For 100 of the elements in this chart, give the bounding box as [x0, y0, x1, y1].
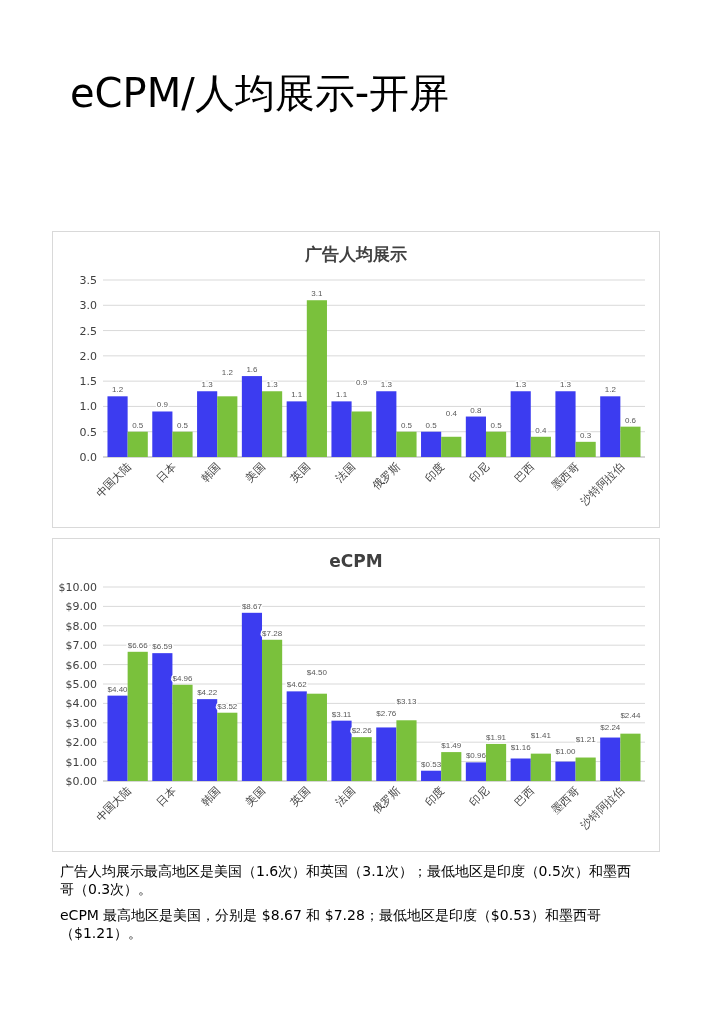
bar — [465, 762, 486, 781]
y-tick-label: 3.0 — [79, 299, 97, 313]
bar — [107, 396, 128, 457]
y-tick-label: $5.00 — [65, 678, 97, 691]
x-tick-label: 日本 — [153, 783, 179, 809]
x-tick-label: 印尼 — [467, 459, 493, 485]
data-label: 1.3 — [559, 380, 572, 390]
data-label: $2.76 — [376, 709, 397, 719]
data-label: 1.1 — [335, 390, 348, 400]
data-label: 0.9 — [156, 400, 169, 410]
y-tick-label: 0.0 — [79, 451, 97, 464]
bar — [555, 761, 576, 781]
x-tick-label: 韩国 — [198, 783, 224, 809]
bar — [127, 651, 148, 781]
data-label: 1.3 — [266, 380, 279, 390]
data-label: 0.4 — [535, 425, 547, 435]
data-label: 1.2 — [112, 385, 124, 395]
bar — [600, 396, 621, 457]
x-tick-label: 印度 — [422, 783, 448, 809]
data-label: 1.2 — [604, 385, 617, 395]
text: 广告人均展示最高地区是美国（1.6次）和英国（3.1次）；最低地区是印度（0.5次）和墨西哥（0.3次）。 — [60, 862, 632, 898]
bar — [107, 695, 128, 781]
bar — [217, 712, 238, 781]
x-tick-label: 韩国 — [198, 459, 224, 485]
data-label: $4.62 — [286, 680, 308, 690]
y-tick-label: $4.00 — [65, 697, 97, 711]
y-tick-label: $3.00 — [65, 716, 97, 730]
data-label: 1.2 — [221, 368, 234, 378]
bar — [396, 720, 417, 781]
bar — [600, 737, 621, 781]
bar — [351, 411, 372, 457]
data-label: 0.5 — [490, 420, 503, 430]
bar — [530, 436, 551, 457]
data-label: $7.28 — [262, 628, 283, 638]
x-tick-label: 英国 — [288, 459, 313, 485]
bar — [262, 639, 283, 781]
bar — [376, 391, 397, 457]
bar — [421, 431, 442, 457]
chart-title: 广告人均展示 — [304, 244, 407, 264]
data-label: $3.11 — [331, 709, 352, 719]
bar — [286, 401, 307, 457]
y-tick-label: $1.00 — [65, 755, 97, 769]
x-tick-label: 美国 — [243, 459, 269, 485]
x-tick-label: 巴西 — [512, 783, 537, 809]
x-tick-label: 印尼 — [467, 783, 493, 809]
bar — [465, 416, 486, 457]
data-label: $4.40 — [107, 684, 129, 694]
data-label: 0.5 — [176, 420, 189, 430]
data-label: $6.59 — [152, 642, 173, 652]
y-tick-label: 1.5 — [79, 375, 97, 389]
chart-title: eCPM — [329, 551, 383, 571]
bar — [485, 743, 507, 781]
x-tick-label: 俄罗斯 — [369, 783, 403, 817]
data-label: $4.50 — [306, 668, 328, 678]
bar — [441, 752, 462, 781]
bar — [172, 684, 193, 781]
y-tick-label: 1.0 — [79, 400, 97, 414]
data-label: $0.96 — [465, 751, 487, 761]
data-label: $4.22 — [197, 688, 218, 698]
bar — [286, 691, 307, 781]
x-tick-label: 法国 — [332, 783, 358, 809]
data-label: $3.13 — [396, 697, 418, 707]
data-label: $1.16 — [510, 742, 532, 752]
x-tick-label: 俄罗斯 — [369, 459, 403, 493]
y-tick-label: 0.5 — [79, 425, 97, 439]
y-tick-label: $7.00 — [65, 639, 97, 653]
bar — [197, 699, 218, 781]
data-label: $3.52 — [217, 701, 238, 711]
bar — [530, 753, 551, 781]
data-label: $1.21 — [575, 734, 597, 744]
data-label: $4.96 — [172, 673, 194, 683]
bar — [331, 720, 352, 781]
data-label: 1.6 — [246, 365, 259, 375]
data-label: $6.66 — [127, 640, 149, 650]
bar — [396, 431, 417, 457]
data-label: $2.24 — [600, 722, 621, 732]
data-label: 0.6 — [624, 415, 637, 425]
y-tick-label: $0.00 — [65, 775, 97, 788]
y-tick-label: 3.5 — [79, 274, 97, 287]
data-label: $2.26 — [351, 726, 373, 736]
bar — [306, 693, 327, 781]
y-tick-label: $2.00 — [65, 736, 97, 750]
bar — [241, 612, 263, 781]
bar — [152, 411, 173, 457]
data-label: 0.5 — [132, 420, 144, 430]
data-label: $1.49 — [441, 741, 462, 751]
data-label: 0.3 — [580, 430, 592, 440]
bar — [575, 441, 596, 457]
text: eCPM 最高地区是美国，分别是 $8.67 和 $7.28；最低地区是印度（$0.53）和墨西哥（$1.21）。 — [60, 906, 602, 942]
data-label: 1.1 — [291, 390, 303, 400]
bar — [331, 401, 352, 457]
x-tick-label: 法国 — [332, 459, 358, 485]
bar — [620, 426, 641, 457]
text: eCPM/人均展示-开屏 — [70, 69, 451, 118]
bar — [351, 737, 372, 781]
bar — [376, 727, 397, 781]
bar — [262, 391, 283, 457]
data-label: $2.44 — [620, 710, 641, 720]
bar — [152, 653, 173, 781]
bar — [620, 733, 641, 781]
